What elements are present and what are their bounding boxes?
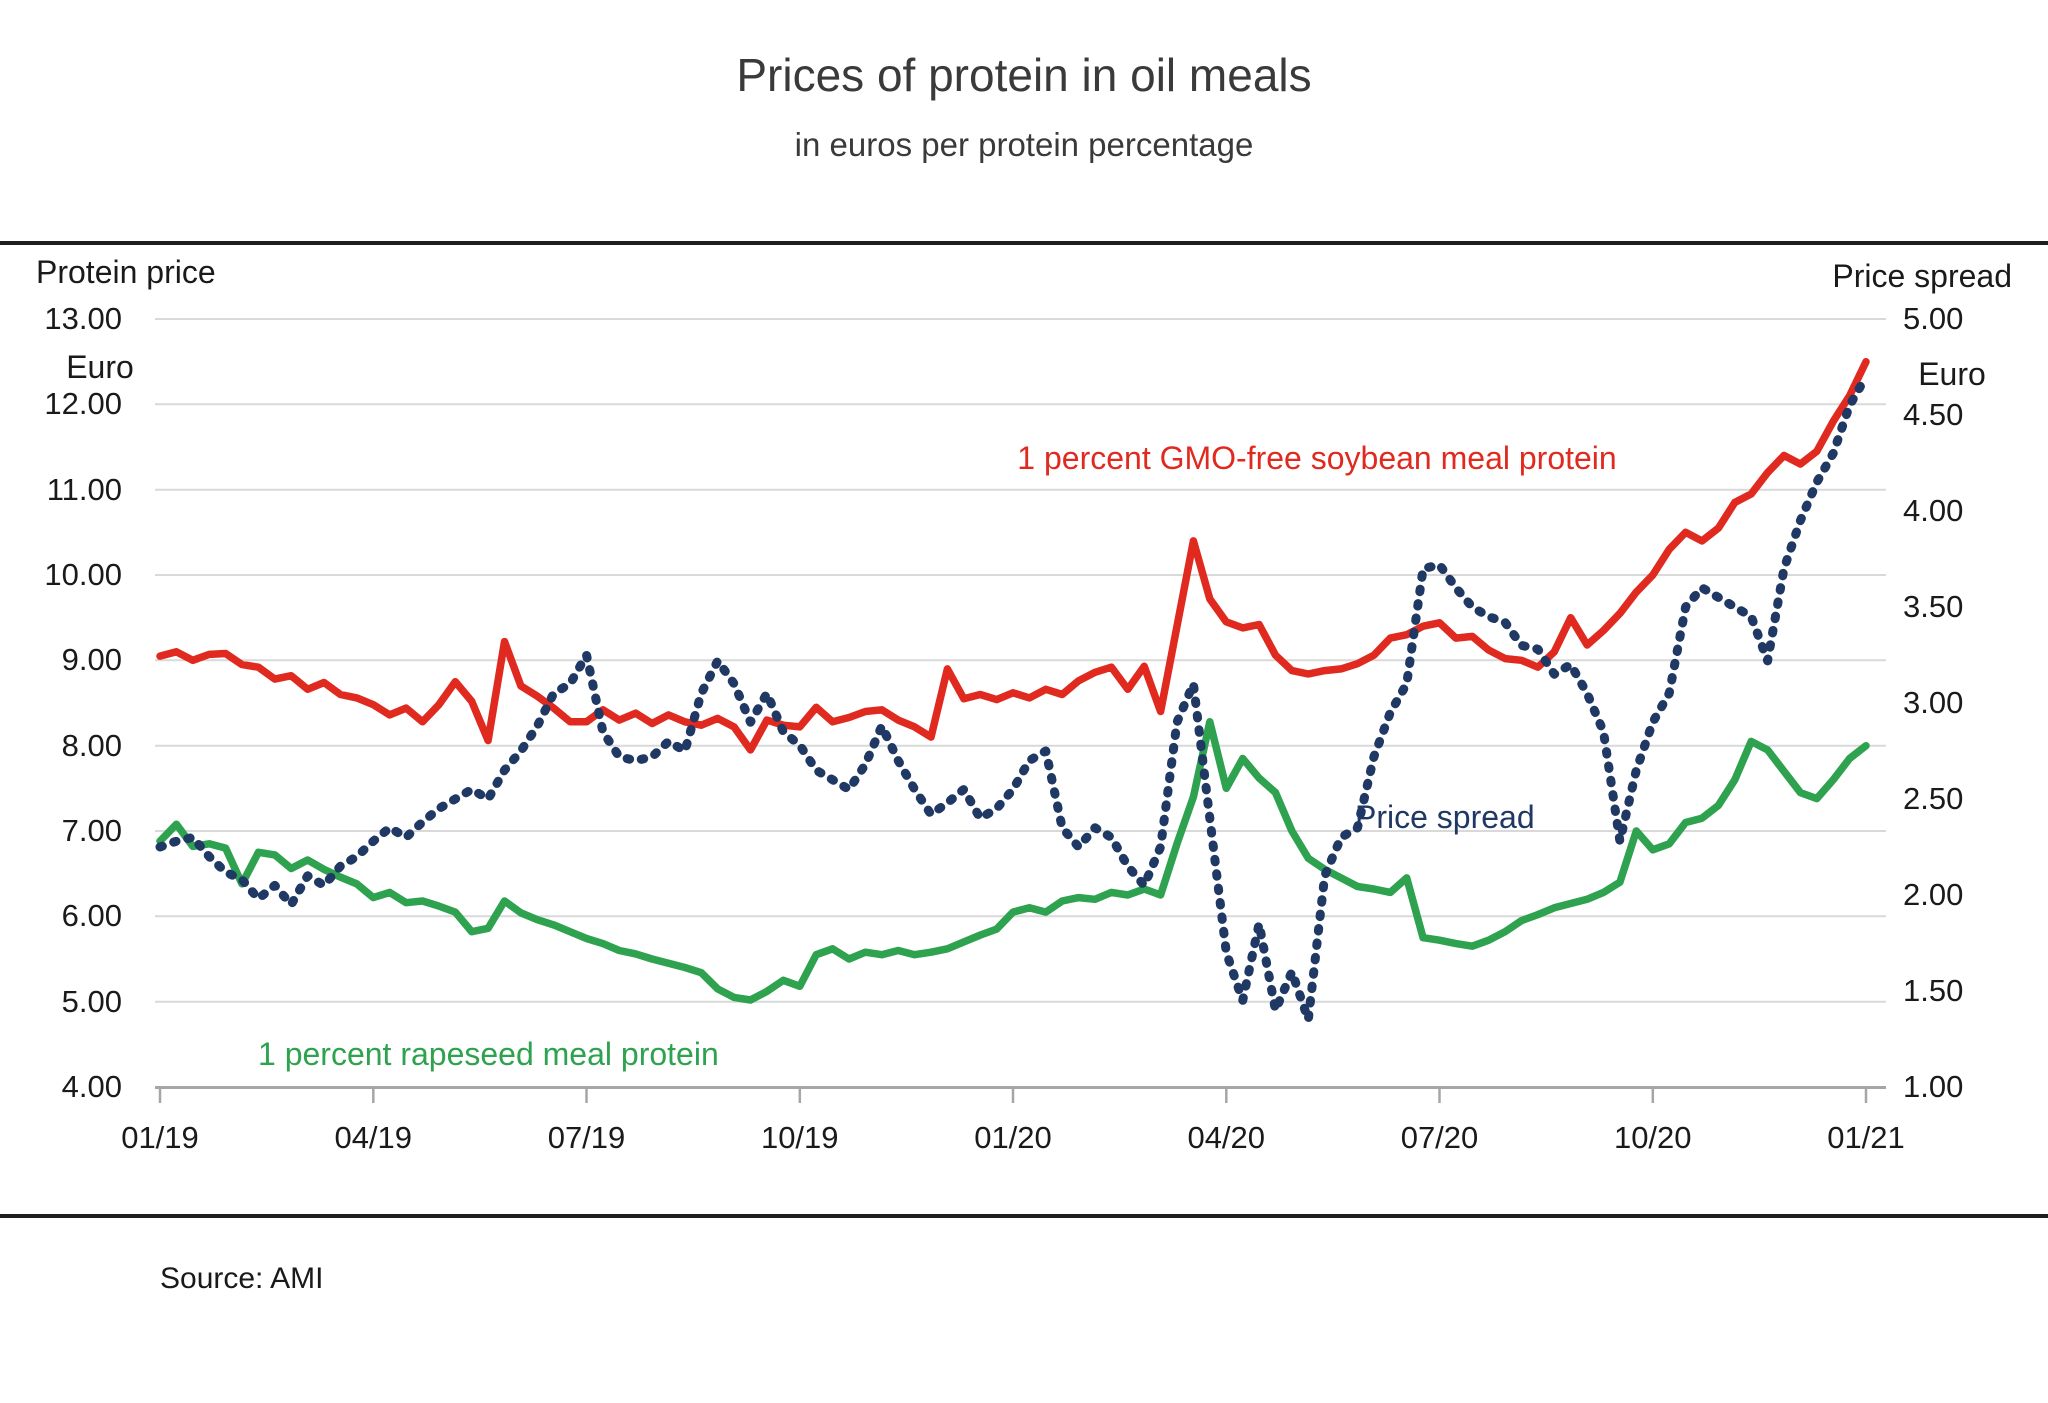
x-axis-tick-label: 10/20 (1613, 1120, 1692, 1155)
series-line-rapeseed (156, 718, 1870, 1004)
series-line-spread (155, 372, 1871, 1025)
series-line-soybean (156, 357, 1870, 754)
top-divider (0, 241, 2048, 245)
x-axis-tick-label: 07/19 (547, 1120, 626, 1155)
right-axis-tick-label: 4.50 (1903, 397, 1964, 432)
right-axis-tick-label: 5.00 (1903, 301, 1964, 336)
right-axis-tick-label: 3.50 (1903, 589, 1964, 624)
chart-subtitle: in euros per protein percentage (794, 126, 1254, 163)
left-axis-tick-label: 13.00 (44, 301, 122, 336)
left-axis-tick-label: 8.00 (61, 727, 122, 763)
right-axis-tick-label: 2.50 (1903, 781, 1964, 816)
right-axis-tick-label: 1.50 (1903, 973, 1964, 1008)
legend-rapeseed-series: 1 percent rapeseed meal protein (258, 1036, 719, 1072)
x-axis-tick-label: 01/21 (1827, 1120, 1905, 1155)
left-axis-tick-label: 4.00 (61, 1069, 122, 1104)
x-axis-tick-label: 10/19 (760, 1120, 839, 1155)
x-axis-tick-label: 07/20 (1400, 1120, 1479, 1155)
right-axis-tick-label: 4.00 (1903, 493, 1964, 528)
left-axis-unit: Euro (66, 349, 134, 385)
x-axis-tick-label: 04/20 (1187, 1120, 1266, 1155)
left-axis-tick-label: 10.00 (44, 557, 122, 592)
right-axis-tick-label: 1.00 (1903, 1069, 1964, 1104)
chart-title: Prices of protein in oil meals (736, 49, 1312, 101)
x-axis-tick-label: 01/20 (974, 1120, 1052, 1155)
right-axis-tick-label: 2.00 (1903, 877, 1964, 912)
right-axis-unit: Euro (1918, 356, 1986, 392)
x-axis-tick-label: 04/19 (334, 1120, 413, 1155)
source-note: Source: AMI (160, 1262, 324, 1295)
legend-soybean-series: 1 percent GMO-free soybean meal protein (1017, 440, 1617, 476)
left-axis-tick-label: 9.00 (61, 642, 122, 678)
legend-spread-series: Price spread (1355, 799, 1535, 835)
right-axis-title: Price spread (1832, 258, 2012, 294)
left-axis-tick-label: 5.00 (61, 983, 122, 1019)
left-axis-tick-label: 7.00 (61, 813, 122, 848)
left-axis-tick-label: 11.00 (46, 471, 122, 507)
bottom-divider (0, 1214, 2048, 1218)
left-axis-tick-label: 12.00 (44, 386, 122, 422)
left-axis-title: Protein price (36, 254, 216, 290)
right-axis-tick-label: 3.00 (1903, 685, 1964, 720)
x-axis-tick-label: 01/19 (121, 1120, 199, 1155)
left-axis-tick-label: 6.00 (61, 898, 122, 934)
